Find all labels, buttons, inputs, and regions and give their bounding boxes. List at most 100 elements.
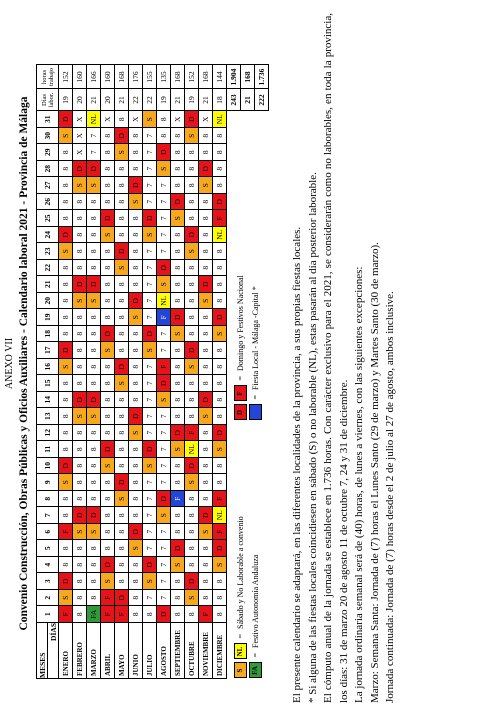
day-cell: 8 bbox=[114, 111, 129, 128]
day-number: 12 bbox=[36, 424, 59, 441]
day-cell: D bbox=[212, 193, 227, 210]
day-cell: 8 bbox=[100, 540, 115, 557]
day-number: 13 bbox=[36, 408, 59, 425]
labor-days: 22 bbox=[142, 89, 157, 111]
day-number: 9 bbox=[36, 474, 59, 491]
day-cell: D bbox=[58, 226, 73, 243]
day-cell: 8 bbox=[170, 160, 185, 177]
day-cell: D bbox=[100, 210, 115, 227]
day-cell: 7 bbox=[156, 556, 171, 573]
day-cell: D bbox=[114, 243, 129, 260]
day-cell: 8 bbox=[170, 177, 185, 194]
day-cell: 8 bbox=[72, 358, 87, 375]
day-cell: 8 bbox=[170, 342, 185, 359]
day-cell: 8 bbox=[212, 177, 227, 194]
day-cell: F bbox=[212, 523, 227, 540]
day-cell: X bbox=[100, 111, 115, 128]
day-cell: 8 bbox=[184, 408, 199, 425]
day-cell: 7 bbox=[142, 375, 157, 392]
day-cell: 8 bbox=[184, 375, 199, 392]
day-number: 20 bbox=[36, 292, 59, 309]
day-cell: D bbox=[170, 424, 185, 441]
month-name: NOVIEMBRE bbox=[198, 622, 213, 679]
month-name: ENERO bbox=[58, 622, 73, 679]
day-cell: 7 bbox=[156, 243, 171, 260]
day-cell: 8 bbox=[114, 573, 129, 590]
day-cell: 8 bbox=[212, 589, 227, 606]
calendar-table: MESES 1 2 3 4 5 6 7 8 9 10 11 12 13 14 15 16 17 18 19 20 21 22… bbox=[36, 65, 269, 680]
day-cell: 8 bbox=[212, 292, 227, 309]
day-cell: 8 bbox=[198, 144, 213, 161]
labor-days: 21 bbox=[86, 89, 101, 111]
day-cell: D bbox=[156, 375, 171, 392]
day-cell: F bbox=[58, 606, 73, 623]
labor-days: 18 bbox=[212, 89, 227, 111]
day-cell: 7 bbox=[142, 474, 157, 491]
total-cell: 168 bbox=[240, 65, 255, 89]
day-cell: 8 bbox=[72, 193, 87, 210]
totals-row: S NL = Sábado y No Laborable a convenio D F… bbox=[226, 65, 262, 679]
day-cell: 8 bbox=[58, 556, 73, 573]
day-cell: 7 bbox=[156, 210, 171, 227]
day-cell: S bbox=[184, 127, 199, 144]
legend-cell: S NL = Sábado y No Laborable a convenio D F… bbox=[227, 111, 269, 679]
day-cell: X bbox=[72, 127, 87, 144]
day-number: 26 bbox=[36, 193, 59, 210]
day-cell: 8 bbox=[114, 523, 129, 540]
day-cell: S bbox=[156, 507, 171, 524]
day-cell: F bbox=[156, 358, 171, 375]
day-cell: 8 bbox=[170, 358, 185, 375]
day-cell: D bbox=[86, 391, 101, 408]
day-cell: 8 bbox=[212, 391, 227, 408]
day-cell: S bbox=[114, 259, 129, 276]
day-cell: 8 bbox=[114, 540, 129, 557]
day-cell: S bbox=[128, 540, 143, 557]
work-hours: 160 bbox=[72, 65, 87, 89]
day-cell: S bbox=[142, 573, 157, 590]
day-cell: S bbox=[58, 127, 73, 144]
day-cell: F bbox=[156, 309, 171, 326]
day-cell: 8 bbox=[72, 457, 87, 474]
day-cell: 8 bbox=[114, 507, 129, 524]
day-cell: 8 bbox=[114, 193, 129, 210]
month-name: JUNIO bbox=[128, 622, 143, 679]
legend-text: Domingo y Festivos Nacional bbox=[235, 275, 245, 371]
labor-days: 19 bbox=[58, 89, 73, 111]
labor-days: 22 bbox=[128, 89, 143, 111]
day-cell: D bbox=[72, 507, 87, 524]
legend-equals: = bbox=[250, 650, 260, 660]
day-cell: 8 bbox=[184, 259, 199, 276]
day-cell: 8 bbox=[170, 243, 185, 260]
day-cell: 8 bbox=[128, 391, 143, 408]
legend-item: S NL = Sábado y No Laborable a convenio bbox=[233, 439, 247, 679]
day-cell: 8 bbox=[170, 474, 185, 491]
note: El presente calendario se adaptará, en l… bbox=[291, 226, 303, 703]
day-cell: 8 bbox=[184, 540, 199, 557]
day-cell: 8 bbox=[58, 193, 73, 210]
day-cell: F bbox=[184, 424, 199, 441]
day-cell: 8 bbox=[72, 424, 87, 441]
day-cell: 8 bbox=[184, 210, 199, 227]
day-cell: D bbox=[128, 408, 143, 425]
notes: El presente calendario se adaptará, en l… bbox=[290, 13, 399, 703]
day-cell: D bbox=[128, 292, 143, 309]
day-cell: 7 bbox=[142, 259, 157, 276]
day-cell: 8 bbox=[72, 441, 87, 458]
day-number: 24 bbox=[36, 226, 59, 243]
day-cell: 8 bbox=[86, 259, 101, 276]
day-cell: 8 bbox=[128, 276, 143, 293]
day-number: 1 bbox=[36, 606, 59, 623]
day-cell: 8 bbox=[58, 292, 73, 309]
day-cell: D bbox=[170, 309, 185, 326]
total-cell: 243 bbox=[226, 89, 241, 111]
day-cell: 8 bbox=[184, 606, 199, 623]
day-cell: 7 bbox=[156, 474, 171, 491]
month-header: MESES bbox=[36, 622, 48, 679]
day-cell: 8 bbox=[198, 540, 213, 557]
day-cell: D bbox=[114, 358, 129, 375]
day-cell: 8 bbox=[58, 391, 73, 408]
day-cell: 8 bbox=[86, 490, 101, 507]
day-cell: S bbox=[58, 358, 73, 375]
day-cell: 8 bbox=[184, 325, 199, 342]
hours-header: horas trabajo bbox=[36, 65, 59, 89]
